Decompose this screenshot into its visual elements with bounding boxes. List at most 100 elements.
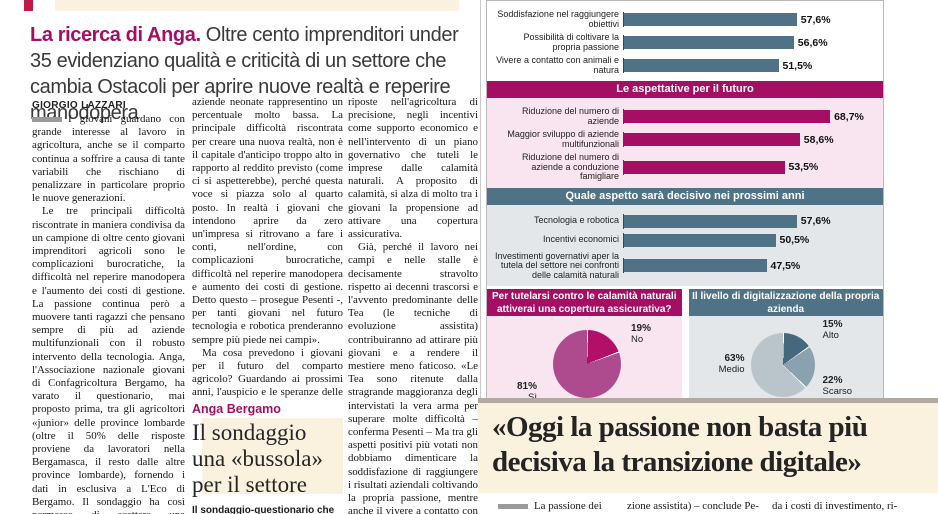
bar-value-label: 57,6%	[800, 215, 831, 227]
subarticle-cream-background	[202, 418, 343, 494]
section-header-decisivo: Quale aspetto sarà decisivo nei prossimi…	[487, 187, 883, 205]
pie-charts-row: Per tutelarsi contro le calamità natural…	[487, 289, 883, 405]
infographic: Soddisfazione nel raggiungere obiettivi 5…	[486, 0, 884, 406]
bar	[624, 160, 785, 174]
pie-name-alto: Alto	[822, 329, 839, 341]
bar-value-label: 68,7%	[834, 110, 864, 123]
subarticle-anga-bergamo: Anga Bergamo Il sondaggio una «bussola» …	[192, 402, 343, 514]
bar-row: Vivere a contatto con animali e natura 51…	[493, 55, 877, 75]
bar-chart-aspettative: Riduzione del numero di aziende 68,7% Magg…	[487, 98, 883, 188]
paragraph: I giovani guardano con grande interesse …	[32, 113, 185, 205]
bar-track: 68,7%	[623, 109, 877, 124]
bar-value-label: 56,6%	[797, 36, 828, 49]
bar-value-label: 47,5%	[770, 259, 801, 272]
article-column-3: riposte nell'agricoltura di precisione, …	[348, 96, 478, 514]
bar-track: 57,6%	[623, 213, 877, 229]
bar-category-label: Soddisfazione nel raggiungere obiettivi	[497, 9, 619, 29]
bar-row: Investimenti governativi aper la tutela …	[493, 251, 877, 281]
paragraph: Ma cosa prevedono i giovani per il futur…	[192, 346, 343, 398]
pie-label-si: 81% Sì	[517, 381, 538, 403]
pie-label-no: 19% No	[631, 323, 652, 345]
bar-track: 57,6%	[623, 12, 877, 27]
bar-track: 56,6%	[623, 35, 877, 50]
bar-value-label: 57,6%	[800, 13, 831, 26]
article-column-1: I giovani guardano con grande interesse …	[32, 113, 185, 514]
bar-value-label: 50,5%	[779, 234, 810, 246]
pie-name-scarso: Scarso	[822, 385, 853, 397]
pie-label-alto: 15% Alto	[822, 319, 843, 341]
bar-row: Maggior sviluppo di aziende multifunzion…	[493, 129, 877, 149]
bar-chart-decisivo: Tecnologia e robotica 57,6% Incentivi econ…	[487, 204, 883, 286]
pie-panel-body: 19% No 81% Sì	[487, 316, 682, 405]
pie-value-medio: 63%	[724, 353, 745, 364]
bar-value-label: 53,5%	[788, 161, 819, 174]
article-headline: La ricerca di Anga. Oltre cento imprendi…	[30, 22, 482, 126]
bar-row: Possibilità di coltivare la propria pass…	[493, 32, 877, 52]
bar-value-label: 58,6%	[803, 133, 834, 146]
bottom-column-fragment-1: La passione dei giova-	[498, 500, 628, 514]
pie-value-si: 81%	[517, 381, 538, 392]
paragraph: Le tre principali difficoltà riscontrate…	[32, 205, 185, 514]
bar-row: Riduzione del numero di aziende a conduz…	[493, 152, 877, 182]
paragraph: aziende neonate rappresentino un percent…	[192, 96, 343, 346]
bar-category-label: Maggior sviluppo di aziende multifunzion…	[507, 129, 619, 149]
headline-kicker: La ricerca di Anga.	[30, 24, 201, 46]
pie-chart-digitalizzazione	[750, 333, 815, 397]
bar-row: Incentivi economici 50,5%	[493, 232, 877, 248]
bar-chart-soddisfazione: Soddisfazione nel raggiungere obiettivi 5…	[487, 1, 883, 81]
bar	[624, 259, 767, 273]
pie-name-medio: Medio	[718, 363, 745, 375]
pie-value-no: 19%	[631, 323, 652, 334]
bar	[624, 36, 794, 49]
subarticle-title: Il sondaggio una «bussola» per il settor…	[192, 420, 323, 497]
bar-track: 51,5%	[623, 58, 877, 73]
bar-category-label: Possibilità di coltivare la propria pass…	[523, 32, 619, 52]
quote-divider-bar	[478, 398, 938, 403]
bar	[624, 233, 776, 247]
quote-box: «Oggi la passione non basta più decisiva…	[478, 403, 938, 493]
pie-label-scarso: 22% Scarso	[822, 375, 853, 397]
bar-track: 53,5%	[623, 159, 877, 175]
bottom-column-fragment-3: da i costi di investimento, ri-	[772, 500, 898, 512]
leadin-dash-icon	[498, 504, 528, 509]
bar-row: Riduzione del numero di aziende 68,7%	[493, 106, 877, 126]
top-crop-cream-strip	[55, 0, 459, 11]
bar	[624, 13, 797, 26]
byline: GIORGIO LAZZARI	[32, 100, 126, 111]
bar-category-label: Riduzione del numero di aziende a conduz…	[521, 152, 619, 181]
bar-value-label: 51,5%	[782, 59, 813, 72]
top-crop-red-mark	[24, 0, 33, 11]
pie-name-si: Sì	[528, 391, 538, 403]
bar-row: Tecnologia e robotica 57,6%	[493, 213, 877, 229]
pie-panel-body: 15% Alto 63% Medio 22% Scarso	[688, 316, 883, 405]
pie-chart-assicurativa	[553, 330, 621, 398]
pie-value-alto: 15%	[822, 319, 843, 330]
bar	[624, 110, 831, 123]
bar-track: 50,5%	[623, 232, 877, 248]
bar	[624, 59, 779, 72]
bar-category-label: Vivere a contatto con animali e natura	[496, 55, 619, 75]
pie-name-no: No	[631, 333, 644, 345]
paragraph: riposte nell'agricoltura di precisione, …	[348, 96, 478, 241]
bar-category-label: Tecnologia e robotica	[533, 215, 619, 226]
bar-track: 47,5%	[623, 258, 877, 274]
pie-value-scarso: 22%	[822, 375, 843, 386]
bar-track: 58,6%	[623, 132, 877, 147]
bottom-column-fragment-2: zione assistita) – conclude Pe-	[627, 500, 759, 512]
pie-label-medio: 63% Medio	[697, 353, 745, 375]
bar	[624, 214, 797, 228]
subarticle-lead: Il sondaggio-questionario che	[192, 505, 335, 514]
panel-header-digitalizzazione: Il livello di digitalizzazione della pro…	[688, 289, 883, 316]
paragraph: Già, perché il lavoro nei campi e nelle …	[348, 241, 478, 514]
panel-header-assicurativa: Per tutelarsi contro le calamità natural…	[487, 289, 682, 316]
bar	[624, 133, 800, 146]
panel-assicurativa: Per tutelarsi contro le calamità natural…	[487, 289, 682, 405]
bar-category-label: Riduzione del numero di aziende	[521, 106, 619, 126]
headline-text: Oltre cento imprenditori under 35 eviden…	[30, 24, 459, 124]
leadin-dash-icon	[32, 117, 62, 122]
quote-text: «Oggi la passione non basta più decisiva…	[492, 411, 868, 478]
bar-category-label: Incentivi economici	[542, 234, 619, 245]
column-rule	[480, 0, 481, 406]
article-column-2: aziende neonate rappresentino un percent…	[192, 96, 343, 398]
